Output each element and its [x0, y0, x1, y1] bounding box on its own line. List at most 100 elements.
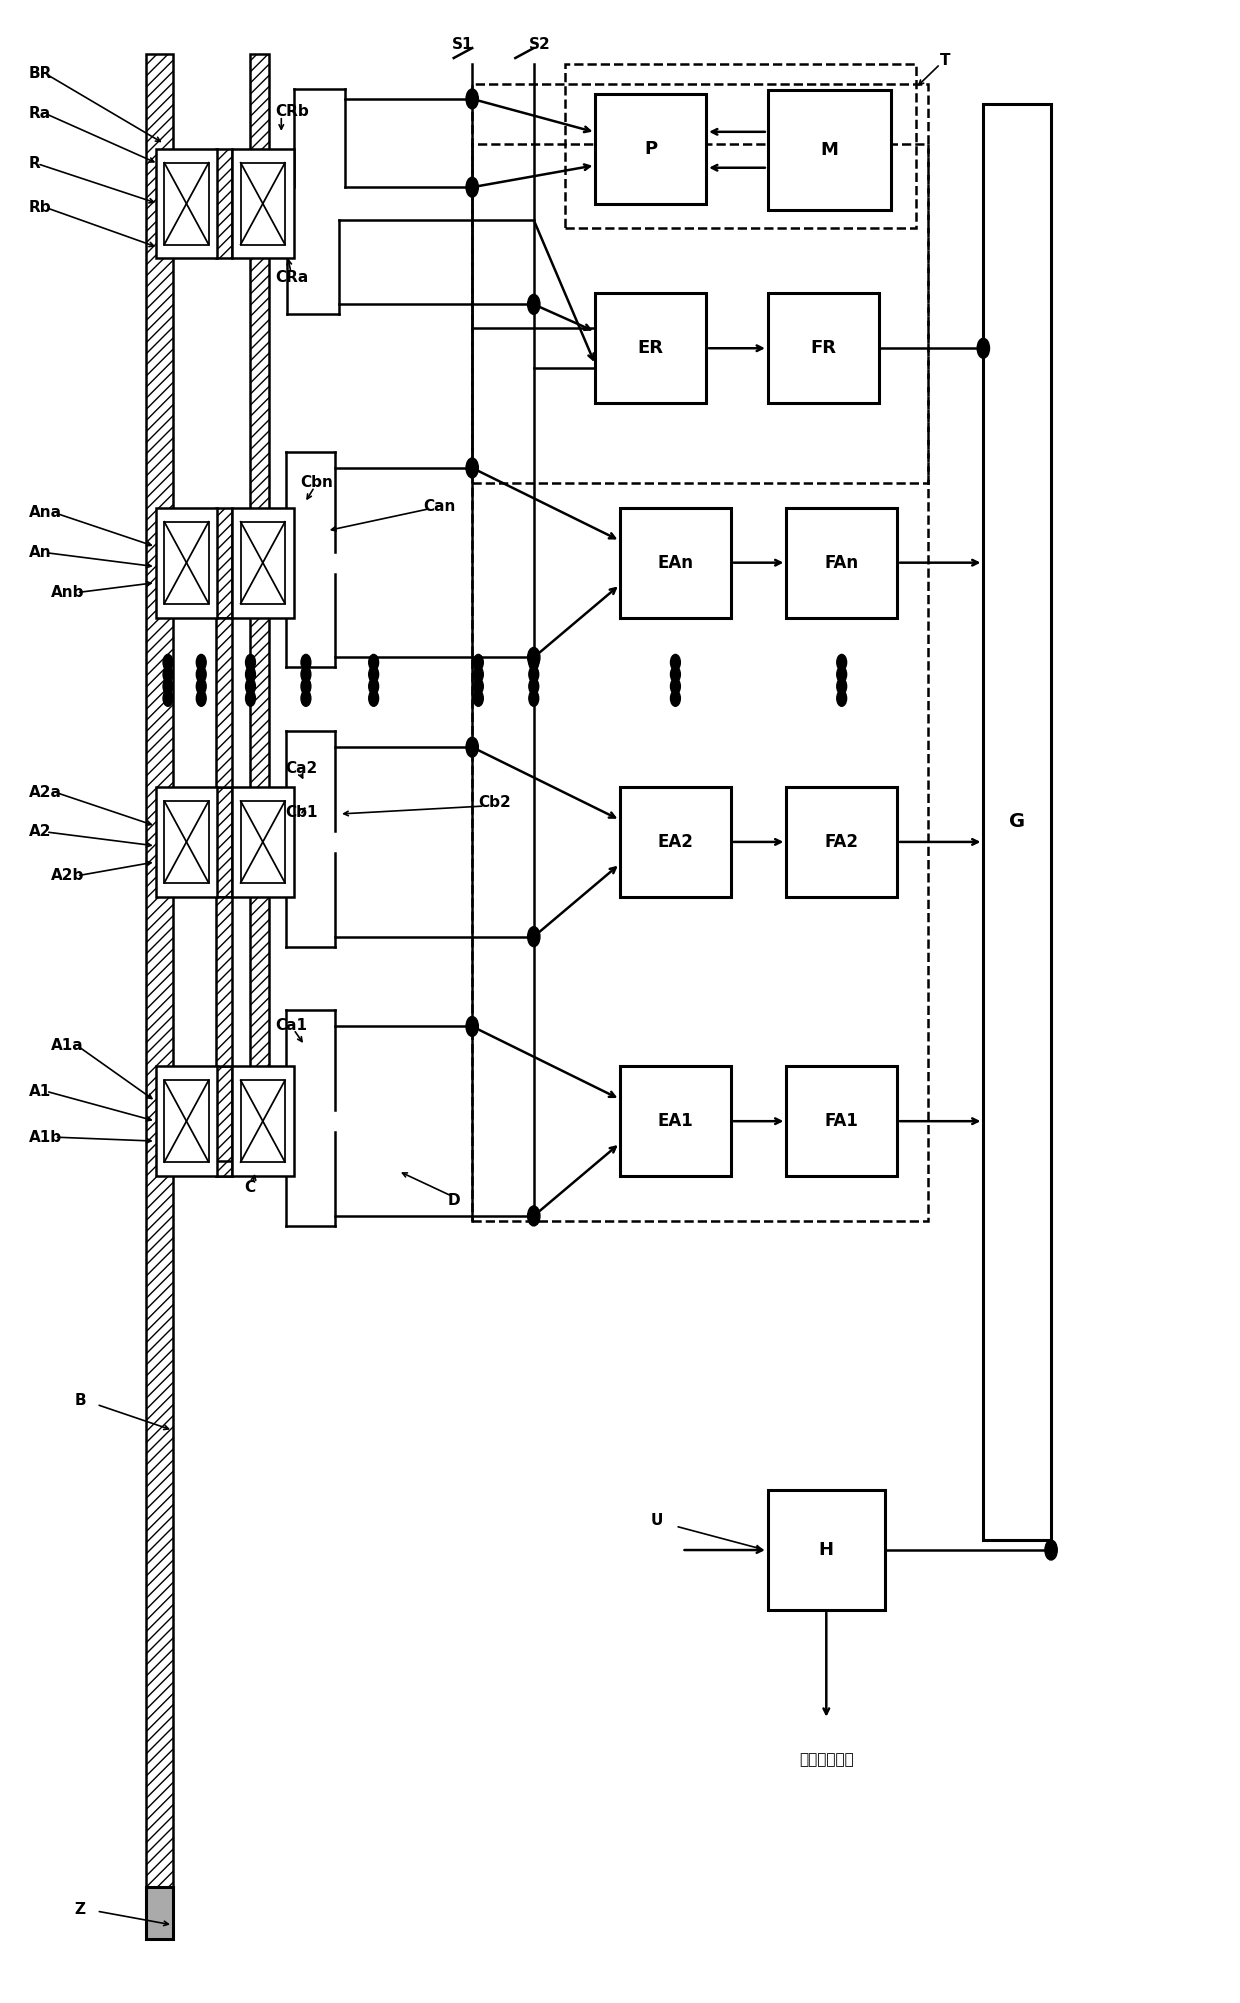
Text: A2a: A2a: [29, 785, 62, 799]
Circle shape: [671, 691, 681, 707]
Bar: [232, 1066, 294, 1176]
Circle shape: [162, 691, 172, 707]
Bar: [216, 148, 232, 258]
Text: FA2: FA2: [825, 833, 858, 851]
Circle shape: [162, 667, 172, 683]
Circle shape: [246, 655, 255, 671]
Circle shape: [528, 647, 539, 667]
Text: R: R: [29, 156, 41, 170]
Text: ER: ER: [637, 339, 663, 357]
Text: M: M: [821, 140, 838, 158]
Circle shape: [474, 667, 484, 683]
Text: Z: Z: [74, 1901, 86, 1917]
Circle shape: [528, 294, 539, 314]
Circle shape: [301, 667, 311, 683]
Bar: [156, 509, 217, 617]
Bar: [620, 787, 730, 897]
Bar: [216, 617, 232, 787]
Text: Ra: Ra: [29, 106, 51, 122]
Circle shape: [466, 1016, 479, 1036]
Circle shape: [246, 679, 255, 695]
Text: Ca2: Ca2: [285, 761, 317, 775]
Circle shape: [301, 679, 311, 695]
Bar: [472, 84, 928, 483]
Text: An: An: [29, 545, 51, 561]
Circle shape: [1045, 1540, 1058, 1560]
Text: A2b: A2b: [51, 869, 84, 883]
Bar: [156, 787, 217, 897]
Circle shape: [671, 655, 681, 671]
Bar: [564, 64, 915, 228]
Circle shape: [528, 927, 539, 947]
Text: Cb1: Cb1: [285, 805, 317, 819]
Text: D: D: [448, 1194, 460, 1208]
Text: CRa: CRa: [275, 270, 309, 284]
Circle shape: [474, 679, 484, 695]
Bar: [241, 1080, 285, 1162]
Circle shape: [466, 737, 479, 757]
Bar: [216, 897, 232, 1066]
Text: Anb: Anb: [51, 585, 84, 601]
Circle shape: [671, 679, 681, 695]
Text: EA2: EA2: [657, 833, 693, 851]
Circle shape: [196, 679, 206, 695]
Text: H: H: [818, 1540, 833, 1558]
Bar: [156, 148, 217, 258]
Circle shape: [368, 691, 378, 707]
Circle shape: [528, 691, 538, 707]
Bar: [786, 787, 897, 897]
Circle shape: [466, 88, 479, 108]
Bar: [146, 1887, 172, 1939]
Text: Cb2: Cb2: [479, 795, 511, 809]
Text: P: P: [645, 140, 657, 158]
Bar: [146, 54, 172, 1889]
Circle shape: [837, 667, 847, 683]
Text: T: T: [940, 52, 951, 68]
Circle shape: [196, 667, 206, 683]
Bar: [472, 144, 928, 1222]
Bar: [786, 509, 897, 617]
Text: Rb: Rb: [29, 200, 51, 214]
Bar: [156, 1066, 217, 1176]
Text: BR: BR: [29, 66, 52, 82]
Text: A1b: A1b: [29, 1130, 62, 1144]
Text: FA1: FA1: [825, 1112, 858, 1130]
Bar: [595, 292, 707, 403]
Text: A1: A1: [29, 1084, 51, 1100]
Bar: [164, 801, 208, 883]
Circle shape: [671, 667, 681, 683]
Text: FR: FR: [810, 339, 836, 357]
Circle shape: [837, 691, 847, 707]
Circle shape: [368, 655, 378, 671]
Text: EA1: EA1: [657, 1112, 693, 1130]
Text: Cbn: Cbn: [300, 475, 332, 491]
Text: G: G: [1009, 813, 1025, 831]
Circle shape: [837, 679, 847, 695]
Bar: [620, 509, 730, 617]
Bar: [232, 509, 294, 617]
Bar: [620, 1066, 730, 1176]
Bar: [768, 90, 892, 210]
Circle shape: [474, 655, 484, 671]
Circle shape: [246, 667, 255, 683]
Circle shape: [474, 691, 484, 707]
Text: Can: Can: [423, 499, 455, 515]
Circle shape: [466, 176, 479, 196]
Circle shape: [368, 679, 378, 695]
Circle shape: [528, 1206, 539, 1226]
Text: FAn: FAn: [825, 553, 859, 571]
Bar: [595, 94, 707, 204]
Bar: [232, 148, 294, 258]
Circle shape: [301, 655, 311, 671]
Circle shape: [837, 655, 847, 671]
Circle shape: [301, 691, 311, 707]
Circle shape: [977, 339, 990, 359]
Circle shape: [196, 655, 206, 671]
Bar: [164, 523, 208, 603]
Text: S2: S2: [529, 36, 551, 52]
Text: EAn: EAn: [657, 553, 693, 571]
Circle shape: [162, 679, 172, 695]
Text: Ana: Ana: [29, 505, 62, 521]
Circle shape: [196, 691, 206, 707]
Circle shape: [368, 667, 378, 683]
